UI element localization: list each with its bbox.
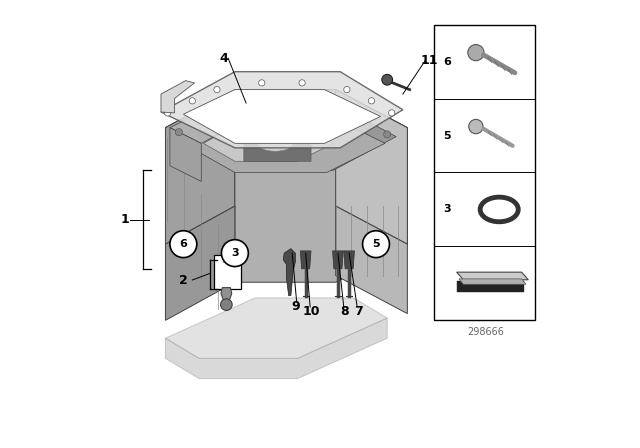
Text: 9: 9 xyxy=(291,300,300,314)
Circle shape xyxy=(198,117,205,125)
Text: 5: 5 xyxy=(443,130,451,141)
Polygon shape xyxy=(244,114,311,161)
Text: 5: 5 xyxy=(372,239,380,249)
Text: 1: 1 xyxy=(121,213,129,226)
Polygon shape xyxy=(284,249,296,296)
Polygon shape xyxy=(204,125,333,161)
Circle shape xyxy=(164,110,171,116)
Text: 6: 6 xyxy=(443,56,451,67)
Polygon shape xyxy=(174,103,396,170)
Text: 3: 3 xyxy=(443,204,451,215)
Text: 8: 8 xyxy=(340,305,349,318)
Text: 3: 3 xyxy=(231,248,239,258)
Polygon shape xyxy=(184,114,385,172)
Polygon shape xyxy=(170,110,235,143)
Text: 4: 4 xyxy=(220,52,228,65)
Polygon shape xyxy=(165,298,387,358)
Polygon shape xyxy=(161,72,403,148)
Text: 7: 7 xyxy=(354,305,362,318)
Polygon shape xyxy=(235,90,407,282)
Text: 10: 10 xyxy=(302,305,320,318)
Text: 2: 2 xyxy=(179,273,188,287)
Bar xyxy=(435,25,535,320)
Circle shape xyxy=(468,44,484,61)
Circle shape xyxy=(468,120,483,134)
Polygon shape xyxy=(457,272,529,280)
Polygon shape xyxy=(336,90,407,244)
Circle shape xyxy=(369,98,374,104)
Polygon shape xyxy=(221,288,232,302)
Polygon shape xyxy=(344,251,355,269)
Circle shape xyxy=(364,122,371,129)
Text: 11: 11 xyxy=(421,54,438,67)
Circle shape xyxy=(269,99,276,107)
Circle shape xyxy=(221,240,248,267)
Bar xyxy=(214,255,241,289)
Circle shape xyxy=(220,106,227,113)
Circle shape xyxy=(214,86,220,93)
Circle shape xyxy=(316,106,324,113)
Polygon shape xyxy=(165,206,235,320)
Circle shape xyxy=(382,74,392,85)
Polygon shape xyxy=(300,251,311,269)
Circle shape xyxy=(294,99,301,107)
Polygon shape xyxy=(165,90,235,244)
Circle shape xyxy=(189,98,195,104)
Circle shape xyxy=(221,299,232,310)
Polygon shape xyxy=(161,81,195,113)
Text: 298666: 298666 xyxy=(467,327,504,337)
Circle shape xyxy=(341,113,348,120)
Polygon shape xyxy=(165,318,387,379)
Circle shape xyxy=(299,80,305,86)
Polygon shape xyxy=(333,251,343,269)
Ellipse shape xyxy=(257,135,293,151)
Polygon shape xyxy=(165,90,407,166)
Polygon shape xyxy=(184,90,380,143)
Circle shape xyxy=(259,80,265,86)
Circle shape xyxy=(344,86,350,93)
Text: 6: 6 xyxy=(179,239,188,249)
Polygon shape xyxy=(336,206,407,314)
Polygon shape xyxy=(170,128,202,181)
Circle shape xyxy=(244,99,252,107)
Circle shape xyxy=(175,129,182,136)
Circle shape xyxy=(383,131,391,138)
Polygon shape xyxy=(459,279,526,284)
Circle shape xyxy=(362,231,390,258)
Bar xyxy=(457,281,524,293)
Circle shape xyxy=(170,231,197,258)
Circle shape xyxy=(388,110,395,116)
